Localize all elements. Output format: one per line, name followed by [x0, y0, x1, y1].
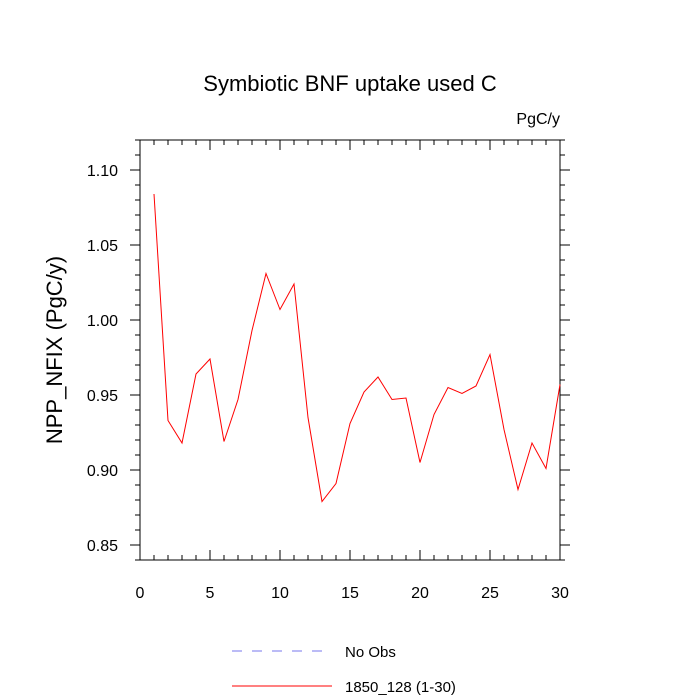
axis-ticks: [130, 139, 570, 561]
axis-tick-labels: 0 5 10 15 20 25 30 0.85 0.90 0.95 1.00 1.05 1.10: [87, 163, 569, 602]
series-layer: [153, 193, 561, 503]
series-line-1850-128: [153, 193, 561, 503]
chart-title: Symbiotic BNF uptake used C: [203, 71, 497, 96]
legend-label-1850-128: 1850_128 (1-30): [345, 679, 456, 696]
legend: No Obs 1850_128 (1-30): [232, 644, 456, 696]
legend-label-no-obs: No Obs: [345, 644, 396, 661]
x-tick-label: 10: [271, 585, 289, 602]
plot-area-border: [139, 139, 561, 561]
y-tick-label: 0.90: [87, 463, 118, 480]
plot-frame: [139, 139, 561, 561]
x-tick-label: 0: [136, 585, 145, 602]
y-tick-label: 1.10: [87, 163, 118, 180]
x-tick-label: 5: [206, 585, 215, 602]
x-tick-label: 25: [481, 585, 499, 602]
x-tick-label: 20: [411, 585, 429, 602]
x-tick-label: 30: [551, 585, 569, 602]
y-axis-label: NPP_NFIX (PgC/y): [42, 256, 67, 444]
y-tick-label: 0.85: [87, 538, 118, 555]
x-tick-label: 15: [341, 585, 359, 602]
units-label: PgC/y: [516, 111, 560, 128]
y-tick-label: 0.95: [87, 388, 118, 405]
y-tick-label: 1.05: [87, 238, 118, 255]
y-tick-label: 1.00: [87, 313, 118, 330]
